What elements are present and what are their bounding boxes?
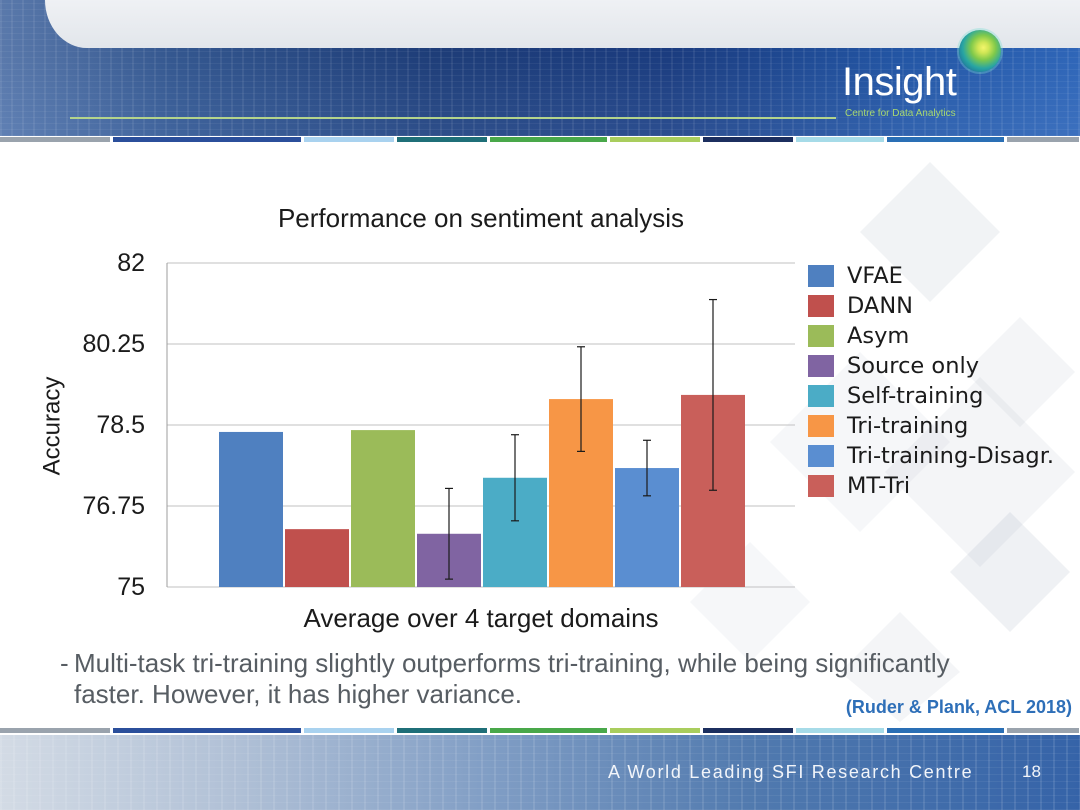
legend-label-mt-tri: MT-Tri (847, 473, 910, 499)
error-bar-tri-training-disagr (643, 439, 651, 497)
stripe-segment (490, 728, 607, 733)
stripe-segment (0, 137, 110, 142)
legend-label-source-only: Source only (847, 353, 979, 379)
legend-item-self-training: Self-training (808, 383, 983, 409)
insight-logo-icon (959, 30, 1001, 72)
bar-chart: Performance on sentiment analysis 82 80.2… (39, 203, 1055, 633)
stripe-segment (610, 137, 700, 142)
y-tick-labels: 82 80.25 78.5 76.75 75 (82, 249, 145, 601)
legend-swatch-tri-training (808, 415, 834, 437)
bullet-text-line: faster. However, it has higher variance. (74, 679, 523, 709)
legend-swatch-self-training (808, 385, 834, 407)
stripe-segment (113, 137, 301, 142)
bar-asym (351, 430, 415, 587)
stripe-segment (397, 137, 487, 142)
decor-shape (885, 377, 1075, 567)
bars (219, 394, 745, 587)
y-tick-label: 80.25 (82, 330, 145, 358)
error-bar-self-training (511, 434, 519, 522)
decor-shape (950, 512, 1070, 632)
legend-label-vfae: VFAE (847, 263, 903, 289)
legend: VFAE DANN Asym Source only Self-training Tri-… (808, 263, 1054, 499)
stripe-segment (1007, 137, 1079, 142)
error-bar-mt-tri (709, 298, 717, 491)
header-divider-line (70, 117, 836, 119)
stripe-segment (887, 728, 1004, 733)
y-tick-label: 75 (117, 573, 145, 601)
stripe-segment (304, 728, 394, 733)
header-color-stripe (0, 137, 1079, 142)
header-cap (45, 0, 1080, 48)
legend-item-dann: DANN (808, 293, 913, 319)
error-bars (445, 298, 717, 580)
x-axis-label: Average over 4 target domains (303, 603, 658, 633)
legend-item-source-only: Source only (808, 353, 979, 379)
footer-color-stripe (0, 728, 1079, 733)
legend-label-dann: DANN (847, 293, 913, 319)
legend-item-vfae: VFAE (808, 263, 903, 289)
error-bar-source-only (445, 487, 453, 580)
legend-label-tri-training: Tri-training (846, 413, 968, 439)
stripe-segment (397, 728, 487, 733)
legend-swatch-vfae (808, 265, 834, 287)
stripe-segment (610, 728, 700, 733)
legend-swatch-dann (808, 295, 834, 317)
y-tick-label: 76.75 (82, 492, 145, 520)
legend-label-self-training: Self-training (847, 383, 983, 409)
legend-item-tri-training: Tri-training (808, 413, 968, 439)
legend-label-tri-training-disagr: Tri-training-Disagr. (846, 443, 1054, 469)
footer-texture (0, 735, 1080, 810)
footer-tagline: A World Leading SFI Research Centre (608, 762, 974, 782)
chart-title: Performance on sentiment analysis (278, 203, 684, 233)
legend-label-asym: Asym (847, 323, 909, 349)
citation: (Ruder & Plank, ACL 2018) (845, 697, 1072, 717)
decor-shape (965, 317, 1075, 427)
slide-number: 18 (1022, 762, 1041, 781)
stripe-segment (1007, 728, 1079, 733)
footer-banner: A World Leading SFI Research Centre 18 (0, 735, 1080, 810)
stripe-segment (887, 137, 1004, 142)
legend-swatch-mt-tri (808, 475, 834, 497)
legend-swatch-asym (808, 325, 834, 347)
y-axis-label: Accuracy (39, 377, 66, 476)
logo-subtitle: Centre for Data Analytics (845, 108, 956, 119)
stripe-segment (796, 137, 884, 142)
bullet-marker: - (60, 648, 69, 678)
legend-item-asym: Asym (808, 323, 909, 349)
legend-item-tri-training-disagr: Tri-training-Disagr. (808, 443, 1054, 469)
legend-swatch-tri-training-disagr (808, 445, 834, 467)
bar-vfae (219, 431, 283, 587)
stripe-segment (113, 728, 301, 733)
y-tick-label: 78.5 (96, 411, 145, 439)
decor-shape (860, 162, 1000, 302)
stripe-segment (703, 728, 793, 733)
stripe-segment (490, 137, 607, 142)
bullet-text-line: Multi-task tri-training slightly outperf… (74, 648, 950, 678)
legend-item-mt-tri: MT-Tri (808, 473, 910, 499)
error-bar-tri-training (577, 346, 585, 452)
stripe-segment (304, 137, 394, 142)
stripe-segment (796, 728, 884, 733)
legend-swatch-source-only (808, 355, 834, 377)
y-tick-label: 82 (117, 249, 145, 277)
logo-name: Insight (842, 60, 957, 104)
stripe-segment (0, 728, 110, 733)
header-banner: Insight Centre for Data Analytics (0, 0, 1080, 136)
decor-shape (840, 612, 960, 722)
bar-dann (285, 529, 349, 587)
stripe-segment (703, 137, 793, 142)
